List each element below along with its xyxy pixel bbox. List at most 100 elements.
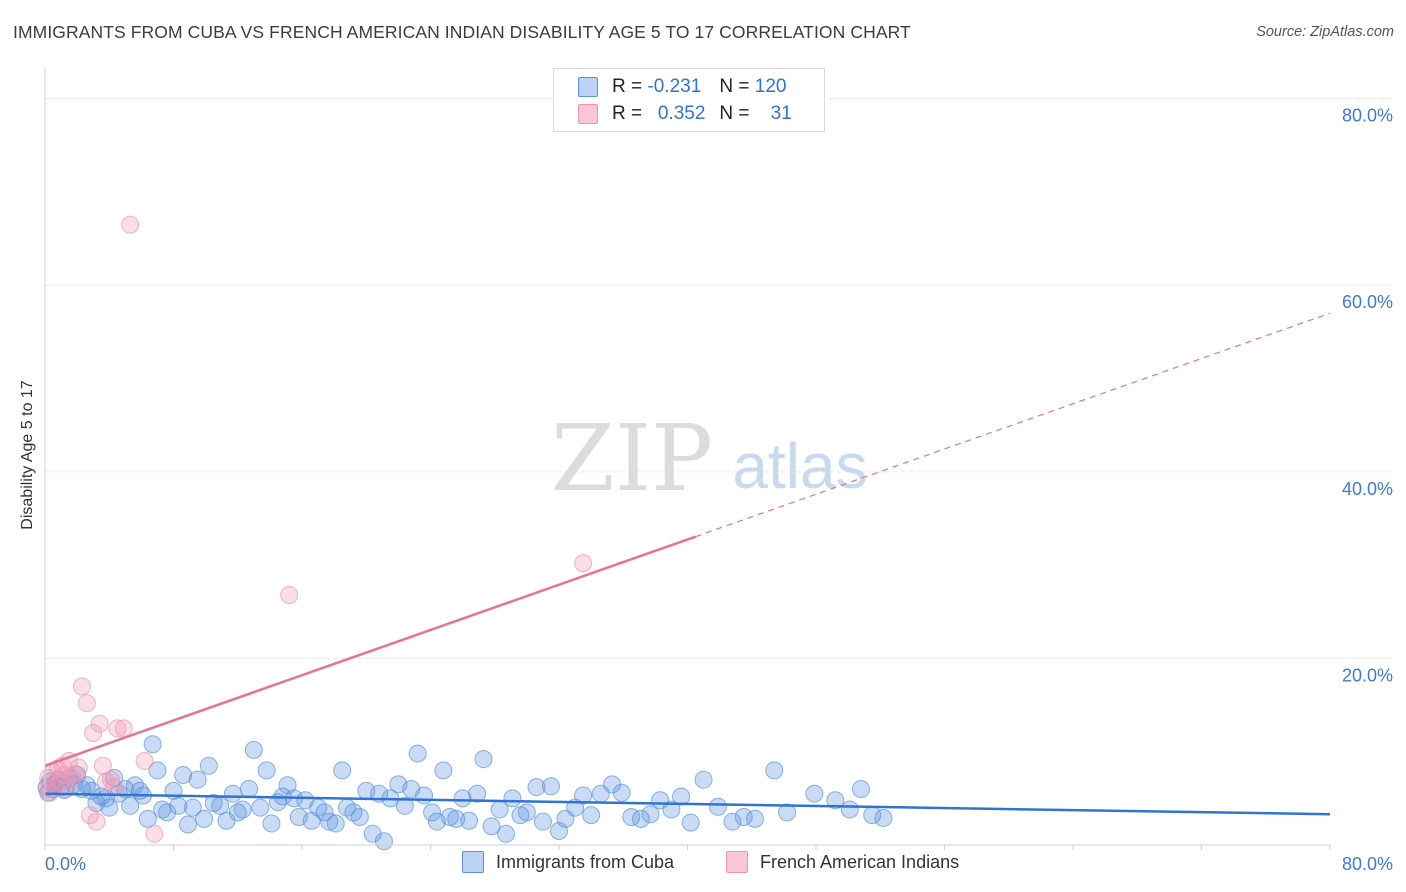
cuba-point xyxy=(138,809,157,828)
cuba-point xyxy=(612,783,631,802)
cuba-point xyxy=(517,803,536,822)
cuba-point xyxy=(158,803,177,822)
cuba-point xyxy=(344,803,363,822)
cuba-point xyxy=(474,750,493,769)
cuba-point xyxy=(778,803,797,822)
trend-lines xyxy=(44,312,1331,816)
cuba-point xyxy=(541,777,560,796)
grid-lines: 20.0% 40.0% 60.0% 80.0% xyxy=(45,98,1393,685)
french-point xyxy=(135,752,154,771)
cuba-point xyxy=(631,809,650,828)
cuba-point xyxy=(672,787,691,806)
cuba-point xyxy=(482,817,501,836)
french-point xyxy=(105,778,124,797)
cuba-point xyxy=(278,776,297,795)
cuba-point xyxy=(395,796,414,815)
cuba-point xyxy=(840,800,859,819)
legend-swatch-french xyxy=(578,104,598,124)
cuba-point xyxy=(148,761,167,780)
cuba-point xyxy=(169,796,188,815)
cuba-point xyxy=(262,814,281,833)
watermark-atlas: atlas xyxy=(732,430,867,502)
cuba-point xyxy=(694,770,713,789)
french-trend-line-dashed xyxy=(695,312,1331,538)
french-point xyxy=(121,215,140,234)
cuba-point xyxy=(350,808,369,827)
french-point xyxy=(84,724,103,743)
cuba-point xyxy=(233,800,252,819)
cuba-point xyxy=(723,812,742,831)
y-tick-label: 40.0% xyxy=(1342,479,1393,499)
bottom-legend-swatch-cuba xyxy=(462,851,484,873)
cuba-point xyxy=(533,812,552,831)
cuba-point xyxy=(440,808,459,827)
legend-n-label: N = xyxy=(719,76,750,97)
cuba-point xyxy=(183,798,202,817)
cuba-point xyxy=(363,824,382,843)
cuba-point xyxy=(641,805,660,824)
french-point xyxy=(108,719,127,738)
cuba-point xyxy=(527,778,546,797)
cuba-point xyxy=(734,808,753,827)
cuba-point xyxy=(709,797,728,816)
legend-r-cuba: -0.231 xyxy=(647,76,702,97)
french-trend-line-solid xyxy=(44,535,696,767)
french-point xyxy=(90,714,109,733)
cuba-point xyxy=(223,784,242,803)
legend-n-cuba: 120 xyxy=(754,76,787,97)
y-tick-label: 80.0% xyxy=(1342,106,1393,126)
cuba-point xyxy=(415,786,434,805)
cuba-point xyxy=(582,806,601,825)
watermark: ZIP atlas xyxy=(551,405,868,512)
legend-n-label: N = xyxy=(719,103,750,124)
cuba-point xyxy=(239,780,258,799)
axes: 0.0% 80.0% xyxy=(44,68,1393,874)
cuba-point xyxy=(257,761,276,780)
cuba-point xyxy=(333,761,352,780)
cuba-point xyxy=(199,756,218,775)
cuba-point xyxy=(851,780,870,799)
cuba-point xyxy=(228,803,247,822)
cuba-point xyxy=(302,811,321,830)
french-point xyxy=(69,758,88,777)
cuba-point xyxy=(826,791,845,810)
bottom-legend-french: French American Indians xyxy=(726,851,959,873)
cuba-point xyxy=(765,761,784,780)
cuba-point xyxy=(434,761,453,780)
bottom-legend-label-french: French American Indians xyxy=(760,851,960,872)
cuba-point xyxy=(805,784,824,803)
cuba-point xyxy=(662,800,681,819)
cuba-point xyxy=(116,780,135,799)
cuba-point xyxy=(100,798,119,817)
cuba-point xyxy=(374,832,393,851)
cuba-point xyxy=(195,809,214,828)
cuba-point xyxy=(496,824,515,843)
cuba-point xyxy=(408,744,427,763)
y-tick-label: 60.0% xyxy=(1342,292,1393,312)
watermark-zip: ZIP xyxy=(551,405,713,512)
cuba-point xyxy=(574,786,593,805)
cuba-point xyxy=(423,803,442,822)
series-french-points xyxy=(37,215,593,843)
source-label: Source: ZipAtlas.com xyxy=(1256,24,1394,40)
series-cuba-points xyxy=(37,735,893,851)
cuba-point xyxy=(326,814,345,833)
cuba-point xyxy=(874,808,893,827)
legend: R = -0.231 N = 120 R = 0.352 N = 31 xyxy=(553,68,825,132)
french-point xyxy=(77,694,96,713)
y-tick-label: 20.0% xyxy=(1342,665,1393,685)
cuba-point xyxy=(460,811,479,830)
legend-r-french: 0.352 xyxy=(657,103,706,124)
cuba-point xyxy=(121,796,140,815)
chart-title: IMMIGRANTS FROM CUBA VS FRENCH AMERICAN … xyxy=(13,22,911,42)
bottom-legend-label-cuba: Immigrants from Cuba xyxy=(496,851,675,872)
bottom-legend-cuba: Immigrants from Cuba xyxy=(462,851,674,873)
legend-r-label: R = xyxy=(612,76,643,97)
bottom-legend-swatch-french xyxy=(726,851,748,873)
french-point xyxy=(145,824,164,843)
french-point xyxy=(72,677,91,696)
legend-row-french: R = 0.352 N = 31 xyxy=(578,102,792,126)
legend-row-cuba: R = -0.231 N = 120 xyxy=(578,75,786,99)
legend-n-french: 31 xyxy=(770,103,792,124)
french-point xyxy=(574,554,593,573)
